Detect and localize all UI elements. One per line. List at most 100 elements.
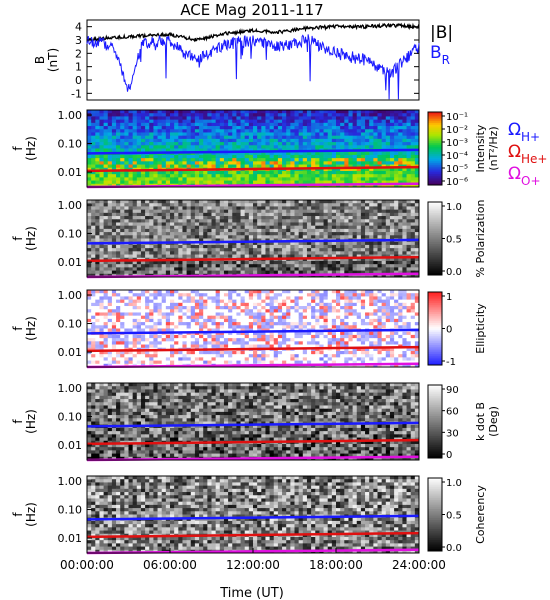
heat-cell	[323, 145, 329, 149]
heat-cell	[331, 257, 337, 262]
heat-cell	[186, 293, 192, 297]
heat-cell	[190, 209, 196, 214]
heat-cell	[174, 158, 179, 162]
heat-cell	[207, 110, 212, 114]
heat-cell	[149, 254, 154, 259]
heat-cell	[394, 180, 399, 185]
heat-cell	[253, 145, 258, 149]
heat-cell	[385, 318, 391, 323]
heat-cell	[373, 270, 378, 275]
heat-cell	[244, 244, 250, 249]
heat-cell	[327, 322, 333, 326]
heat-cell	[369, 212, 374, 217]
heat-cell	[406, 183, 412, 188]
heat-cell	[360, 119, 366, 124]
heat-cell	[178, 267, 183, 271]
heat-cell	[178, 203, 183, 207]
heat-cell	[331, 235, 337, 239]
heat-cell	[269, 135, 275, 140]
heat-cell	[211, 212, 217, 217]
heat-cell	[398, 244, 403, 249]
heat-cell	[128, 318, 134, 323]
heat-cell	[253, 228, 258, 233]
heat-cell	[203, 290, 208, 294]
heat-cell	[406, 158, 412, 162]
heat-cell	[140, 110, 146, 114]
heat-cell	[103, 113, 109, 117]
heat-cell	[273, 138, 279, 143]
heat-cell	[381, 203, 387, 207]
heat-cell	[336, 145, 341, 149]
heat-cell	[348, 254, 353, 259]
heat-cell	[414, 232, 420, 236]
heat-cell	[261, 241, 266, 246]
colorbar-label: (nT²/Hz)	[487, 126, 500, 170]
heat-cell	[207, 238, 212, 243]
field-y-label: B	[33, 56, 47, 64]
heat-cell	[311, 312, 316, 317]
heat-cell	[311, 209, 316, 214]
heat-cell	[103, 216, 109, 220]
heat-cell	[215, 254, 221, 259]
heat-cell	[331, 306, 337, 310]
heat-cell	[385, 302, 391, 307]
heat-cell	[402, 312, 407, 317]
heat-cell	[327, 251, 333, 255]
heat-cell	[373, 244, 378, 249]
heat-cell	[145, 148, 150, 153]
heat-cell	[236, 235, 241, 239]
heat-cell	[286, 270, 291, 275]
heat-cell	[111, 260, 117, 265]
heat-cell	[365, 177, 370, 181]
heat-cell	[232, 228, 237, 233]
heat-cell	[352, 212, 358, 217]
heat-cell	[186, 222, 192, 227]
heat-cell	[128, 206, 134, 211]
heat-cell	[360, 206, 366, 211]
colorbar-cell	[428, 128, 442, 131]
heat-cell	[385, 251, 391, 255]
heat-cell	[161, 138, 167, 143]
heat-cell	[294, 225, 300, 230]
heat-cell	[398, 267, 403, 271]
colorbar-cell	[428, 130, 442, 133]
heat-cell	[398, 312, 403, 317]
heat-cell	[253, 244, 258, 249]
heat-cell	[107, 260, 113, 265]
y-tick-label: 0.10	[58, 138, 83, 151]
heat-cell	[410, 142, 416, 146]
heat-cell	[145, 302, 150, 307]
heat-cell	[360, 180, 366, 185]
heat-cell	[203, 235, 208, 239]
heat-cell	[381, 306, 387, 310]
heat-cell	[91, 325, 96, 329]
heat-cell	[95, 219, 100, 223]
heat-cell	[194, 293, 200, 297]
heat-cell	[365, 241, 370, 246]
heat-cell	[294, 216, 300, 220]
heat-cell	[352, 145, 358, 149]
heat-cell	[136, 138, 142, 143]
heat-cell	[95, 270, 100, 275]
heat-cell	[253, 170, 258, 175]
heat-cell	[327, 296, 333, 301]
heat-cell	[373, 164, 378, 169]
heat-cell	[315, 299, 320, 304]
heat-cell	[377, 325, 383, 329]
heat-cell	[215, 309, 221, 313]
heat-cell	[99, 232, 104, 236]
heat-cell	[414, 248, 420, 252]
heat-cell	[311, 264, 316, 268]
heat-cell	[219, 293, 225, 297]
heat-cell	[414, 177, 420, 181]
heat-cell	[406, 161, 412, 165]
heat-cell	[290, 209, 295, 214]
heat-cell	[398, 122, 403, 127]
heat-cell	[132, 312, 138, 317]
heat-cell	[140, 170, 146, 175]
heat-cell	[414, 203, 420, 207]
heat-cell	[103, 270, 109, 275]
heat-cell	[170, 158, 175, 162]
heat-cell	[306, 251, 312, 255]
colorbar-cell	[428, 152, 442, 155]
